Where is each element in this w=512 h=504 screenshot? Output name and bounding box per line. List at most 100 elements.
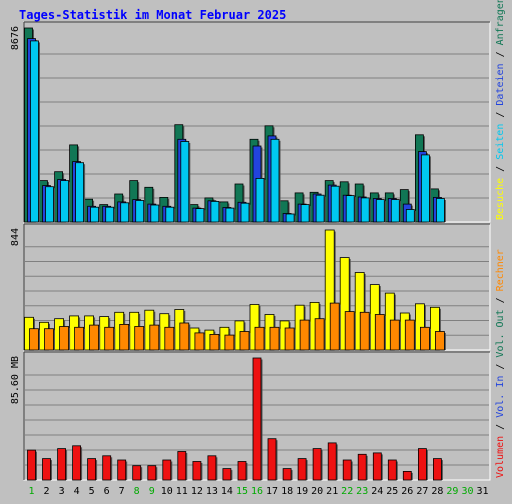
bar-rechner-day-22 — [344, 311, 355, 351]
bar-rechner-day-18 — [284, 327, 295, 351]
x-axis-label-day-25: 25 — [386, 486, 398, 497]
x-axis-label-day-8: 8 — [134, 486, 140, 497]
bar-volumen-day-4 — [72, 445, 81, 481]
right-axis-group-1: Besuche / Seiten / Dateien / Anfragen — [495, 0, 506, 220]
bar-rechner-day-5 — [89, 324, 99, 351]
bar-rechner-day-24 — [374, 314, 385, 351]
bar-seiten-day-6 — [105, 206, 115, 223]
series-seiten — [30, 40, 446, 223]
bar-volumen-day-19 — [297, 458, 307, 481]
bar-rechner-day-10 — [164, 326, 175, 351]
series-rechner — [29, 302, 446, 351]
bar-seiten-day-11 — [180, 141, 190, 223]
bar-besuche-day-21 — [324, 229, 335, 351]
legend-label-seiten: Seiten — [495, 124, 506, 160]
bar-seiten-day-22 — [345, 195, 355, 223]
x-axis-label-day-1: 1 — [28, 486, 34, 497]
bar-seiten-day-9 — [150, 204, 160, 223]
legend-label-dateien: Dateien — [495, 63, 506, 105]
bar-volumen-day-16 — [252, 357, 262, 481]
bar-volumen-day-28 — [432, 458, 442, 481]
bar-seiten-day-13 — [210, 200, 220, 223]
x-axis-label-day-2: 2 — [43, 486, 49, 497]
x-axis-label-day-18: 18 — [281, 486, 293, 497]
right-axis-legend: Besuche / Seiten / Dateien / Anfragen Vol… — [495, 0, 506, 478]
legend-separator: / — [495, 418, 506, 436]
bar-rechner-day-9 — [149, 324, 160, 351]
legend-separator: / — [495, 291, 506, 309]
bar-volumen-day-25 — [387, 459, 397, 481]
x-axis-labels: 1 2 3 4 5 6 7 8 9 10 11 12 13 14 15 16 17 18 19 20 21 22 23 24 2… — [28, 486, 488, 497]
x-axis-label-day-12: 12 — [191, 486, 203, 497]
bar-rechner-day-15 — [239, 331, 250, 351]
chart-panels: 8676 844 85.60 MB — [10, 21, 491, 481]
x-axis-label-day-17: 17 — [266, 486, 278, 497]
x-axis-label-day-28: 28 — [431, 486, 443, 497]
x-axis-label-day-19: 19 — [296, 486, 308, 497]
x-axis-label-day-3: 3 — [59, 486, 65, 497]
bar-volumen-day-14 — [222, 468, 232, 481]
bar-volumen-day-9 — [147, 465, 157, 481]
x-axis-label-day-7: 7 — [119, 486, 125, 497]
x-axis-label-day-31: 31 — [476, 486, 488, 497]
bar-besuche-day-28 — [429, 306, 440, 351]
bar-seiten-day-27 — [420, 154, 430, 223]
bar-volumen-day-1 — [27, 449, 36, 481]
bar-rechner-day-13 — [209, 333, 220, 351]
panel-visits: 844 — [10, 223, 491, 351]
bar-rechner-day-11 — [179, 322, 190, 351]
x-axis-label-day-15: 15 — [236, 486, 248, 497]
bar-rechner-day-27 — [419, 326, 430, 351]
bar-rechner-day-28 — [434, 331, 445, 351]
x-axis-label-day-21: 21 — [326, 486, 338, 497]
bar-volumen-day-27 — [417, 448, 427, 481]
legend-label-anfragen: Anfragen — [495, 0, 506, 45]
legend-label-vol-in: Vol. In — [495, 376, 506, 418]
x-axis-label-day-4: 4 — [74, 486, 80, 497]
bar-rechner-day-2 — [44, 328, 54, 351]
bar-seiten-day-12 — [195, 208, 205, 223]
bar-volumen-day-6 — [102, 455, 112, 481]
bar-seiten-day-14 — [225, 207, 235, 223]
legend-label-volumen: Volumen — [495, 436, 506, 478]
legend-label-rechner: Rechner — [495, 249, 506, 291]
x-axis-label-day-13: 13 — [206, 486, 218, 497]
x-axis-label-day-10: 10 — [161, 486, 173, 497]
x-axis-label-day-20: 20 — [311, 486, 323, 497]
bar-volumen-day-18 — [282, 468, 292, 481]
bar-volumen-day-13 — [207, 455, 217, 481]
x-axis-label-day-22: 22 — [341, 486, 353, 497]
bar-seiten-day-7 — [120, 202, 130, 223]
bar-rechner-day-6 — [104, 326, 115, 351]
bar-seiten-day-3 — [60, 180, 69, 223]
bar-rechner-day-4 — [74, 326, 84, 351]
bar-seiten-day-10 — [165, 206, 175, 223]
bar-seiten-day-28 — [435, 198, 445, 223]
x-axis-label-day-29: 29 — [446, 486, 458, 497]
bar-seiten-day-15 — [240, 202, 250, 223]
bar-volumen-day-5 — [87, 458, 96, 481]
bar-volumen-day-24 — [372, 452, 382, 481]
bar-rechner-day-25 — [389, 319, 400, 351]
x-axis-label-day-9: 9 — [149, 486, 155, 497]
x-axis-label-day-27: 27 — [416, 486, 428, 497]
bar-volumen-day-12 — [192, 461, 202, 481]
bar-volumen-day-17 — [267, 438, 277, 481]
bar-seiten-day-18 — [285, 213, 295, 223]
bar-volumen-day-20 — [312, 448, 322, 481]
x-axis-label-day-24: 24 — [371, 486, 383, 497]
bar-seiten-day-20 — [315, 194, 325, 223]
bar-seiten-day-16 — [255, 177, 265, 223]
bar-volumen-day-15 — [237, 461, 247, 481]
y-axis-tick-label: 844 — [10, 228, 21, 246]
bar-rechner-day-14 — [224, 334, 235, 351]
bar-volumen-day-2 — [42, 458, 51, 481]
x-axis-label-day-14: 14 — [221, 486, 233, 497]
bar-rechner-day-12 — [194, 332, 205, 351]
bar-volumen-day-11 — [177, 451, 187, 481]
bar-seiten-day-1 — [30, 40, 39, 223]
bar-seiten-day-2 — [45, 186, 54, 223]
bar-rechner-day-26 — [404, 319, 415, 351]
